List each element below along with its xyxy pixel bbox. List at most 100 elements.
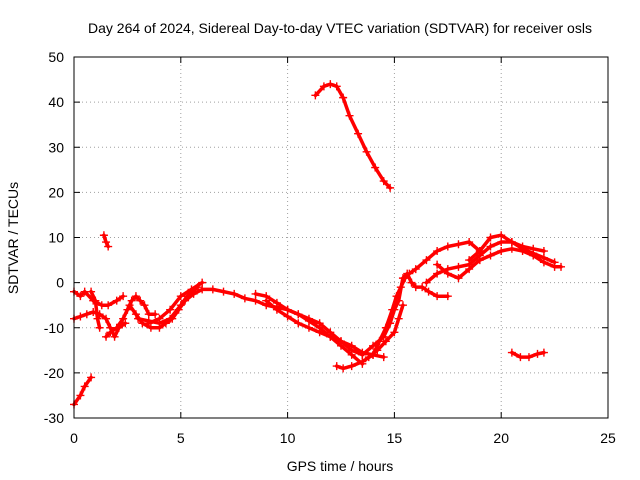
data-point xyxy=(390,328,399,337)
data-point xyxy=(304,314,313,323)
data-point xyxy=(127,296,136,305)
data-point xyxy=(123,305,132,314)
data-point xyxy=(87,373,96,382)
data-point xyxy=(433,292,442,301)
data-point xyxy=(193,283,202,292)
data-point xyxy=(507,238,516,247)
data-point xyxy=(497,238,506,247)
data-point xyxy=(433,269,442,278)
data-point xyxy=(433,260,442,269)
y-tick-label: 20 xyxy=(48,184,64,200)
data-point xyxy=(332,82,341,91)
series-arc-9 xyxy=(134,283,202,328)
data-point xyxy=(379,177,388,186)
data-point xyxy=(106,328,115,337)
data-point xyxy=(475,247,484,256)
data-point xyxy=(373,346,382,355)
data-point xyxy=(198,285,207,294)
data-point xyxy=(146,323,155,332)
data-point xyxy=(230,289,239,298)
data-point xyxy=(251,289,260,298)
data-point xyxy=(516,353,525,362)
data-point xyxy=(354,129,363,138)
data-point xyxy=(104,242,113,251)
data-point xyxy=(339,364,348,373)
series-line xyxy=(89,289,102,330)
data-point xyxy=(240,294,249,303)
data-series-group xyxy=(70,80,566,409)
grid-lines xyxy=(74,57,608,418)
data-point xyxy=(95,323,104,332)
x-tick-label: 20 xyxy=(493,430,509,446)
series-line xyxy=(72,375,93,407)
series-line xyxy=(360,271,450,357)
data-point xyxy=(454,274,463,283)
data-point xyxy=(433,247,442,256)
data-point xyxy=(358,357,367,366)
data-point xyxy=(87,287,96,296)
data-point xyxy=(403,269,412,278)
data-point xyxy=(76,312,85,321)
data-point xyxy=(390,305,399,314)
data-point xyxy=(166,305,175,314)
series-line xyxy=(313,82,392,190)
data-point xyxy=(144,316,153,325)
data-point xyxy=(465,256,474,265)
series-arc-19 xyxy=(507,348,548,362)
x-tick-label: 10 xyxy=(280,430,296,446)
data-point xyxy=(125,301,134,310)
data-point xyxy=(398,274,407,283)
series-line xyxy=(435,247,563,280)
data-point xyxy=(131,310,140,319)
data-point xyxy=(294,310,303,319)
series-line xyxy=(72,289,125,307)
data-point xyxy=(386,183,395,192)
data-point xyxy=(475,256,484,265)
data-point xyxy=(379,353,388,362)
series-arc-11 xyxy=(262,296,367,368)
data-point xyxy=(136,296,145,305)
series-arc-5 xyxy=(87,287,104,332)
data-point xyxy=(99,231,108,240)
data-point xyxy=(119,292,128,301)
data-point xyxy=(454,240,463,249)
data-point xyxy=(371,163,380,172)
data-point xyxy=(183,292,192,301)
series-line xyxy=(72,310,128,339)
data-point xyxy=(166,314,175,323)
data-point xyxy=(418,283,427,292)
data-point xyxy=(91,296,100,305)
data-point xyxy=(131,292,140,301)
data-point xyxy=(486,233,495,242)
data-point xyxy=(358,350,367,359)
data-point xyxy=(283,312,292,321)
data-point xyxy=(550,258,559,267)
data-point xyxy=(486,251,495,260)
data-point xyxy=(319,82,328,91)
data-point xyxy=(121,319,130,328)
data-point xyxy=(155,319,164,328)
data-point xyxy=(394,296,403,305)
data-point xyxy=(251,296,260,305)
data-point xyxy=(486,242,495,251)
data-point xyxy=(507,244,516,253)
data-point xyxy=(533,349,542,358)
data-point xyxy=(411,265,420,274)
series-arc-6 xyxy=(102,292,160,341)
data-point xyxy=(102,314,111,323)
data-point xyxy=(311,91,320,100)
y-axis-label: SDTVAR / TECUs xyxy=(5,182,21,294)
data-point xyxy=(524,353,533,362)
series-arc-14 xyxy=(364,301,407,362)
y-tick-label: 0 xyxy=(56,275,64,291)
data-point xyxy=(283,305,292,314)
data-point xyxy=(557,262,566,271)
data-point xyxy=(424,287,433,296)
data-point xyxy=(219,287,228,296)
data-point xyxy=(398,301,407,310)
data-point xyxy=(379,332,388,341)
data-point xyxy=(332,362,341,371)
x-tick-label: 0 xyxy=(70,430,78,446)
data-point xyxy=(315,319,324,328)
